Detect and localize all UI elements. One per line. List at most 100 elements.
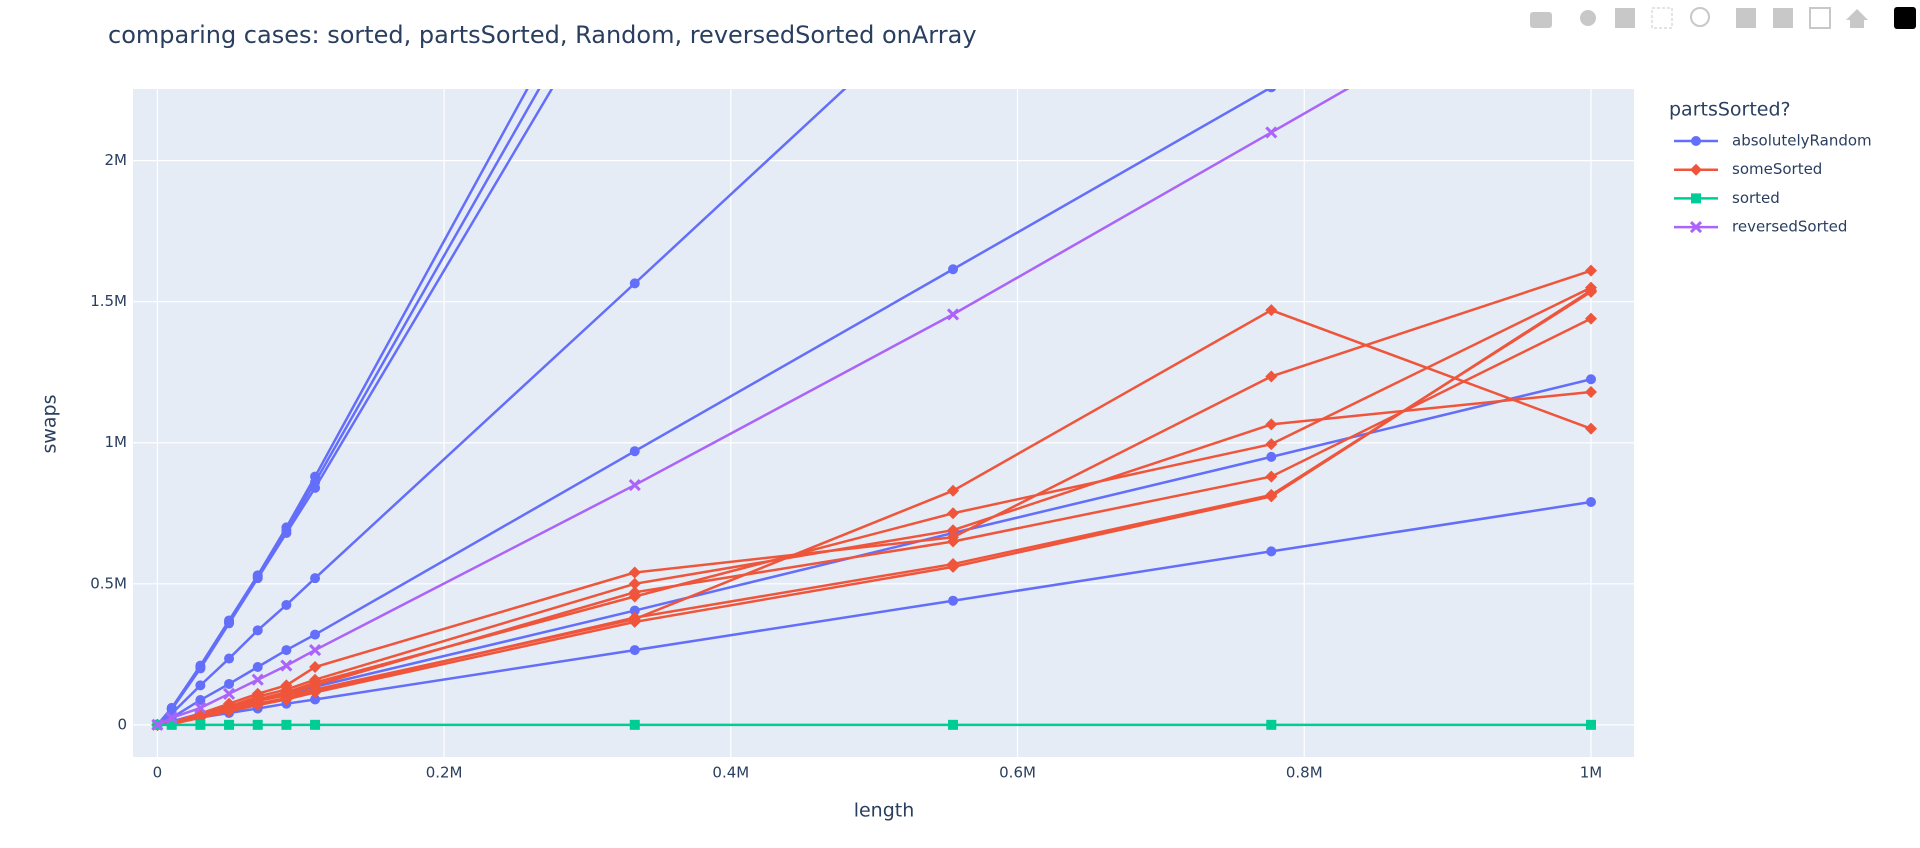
modebar[interactable]	[1530, 7, 1916, 29]
marker	[628, 577, 641, 590]
marker	[948, 719, 959, 730]
marker	[1266, 546, 1277, 557]
marker	[280, 693, 293, 706]
marker	[310, 694, 321, 705]
marker	[629, 605, 640, 616]
marker	[1585, 374, 1596, 385]
marker	[280, 659, 293, 672]
marker	[629, 645, 640, 656]
marker	[629, 719, 640, 730]
marker	[166, 719, 177, 730]
marker	[195, 680, 206, 691]
marker	[1690, 163, 1702, 176]
x-tick-label: 0.2M	[426, 764, 463, 782]
marker	[948, 595, 959, 606]
marker	[947, 535, 960, 548]
marker	[310, 719, 321, 730]
x-tick-label: 0.6M	[999, 764, 1036, 782]
marker	[309, 661, 322, 674]
marker	[224, 678, 235, 689]
marker	[195, 662, 206, 673]
x-tick-label: 0	[153, 764, 163, 782]
marker	[310, 573, 321, 584]
marker	[1265, 418, 1278, 431]
marker	[946, 308, 960, 321]
marker	[310, 477, 321, 488]
marker	[281, 719, 292, 730]
legend-label: someSorted	[1732, 160, 1822, 178]
home-icon[interactable]	[1846, 9, 1868, 28]
x-tick-label: 0.8M	[1286, 764, 1323, 782]
series-line	[156, 89, 541, 726]
marker	[281, 599, 292, 610]
legend-label: absolutelyRandom	[1732, 132, 1872, 150]
marker	[309, 644, 322, 657]
marker	[251, 699, 264, 712]
marker	[165, 711, 178, 724]
marker	[224, 653, 235, 664]
y-tick-label: 0.5M	[90, 574, 127, 592]
marker	[1266, 89, 1276, 93]
zoom-in-icon[interactable]	[1736, 8, 1756, 28]
chart-title: comparing cases: sorted, partsSorted, Ra…	[108, 21, 977, 49]
marker	[947, 524, 960, 537]
marker	[1691, 193, 1701, 204]
marker	[629, 446, 640, 457]
x-tick-label: 1M	[1580, 764, 1603, 782]
x-tick-label: 0.4M	[712, 764, 749, 782]
marker	[1265, 304, 1278, 317]
marker	[194, 701, 207, 714]
legend-label: reversedSorted	[1732, 218, 1847, 236]
y-axis-label: swaps	[39, 394, 61, 453]
marker	[628, 615, 641, 628]
marker	[1265, 126, 1278, 139]
pan-icon[interactable]	[1615, 8, 1635, 28]
marker	[1584, 312, 1597, 325]
y-tick-label: 1M	[105, 433, 128, 451]
y-tick-label: 0	[117, 715, 127, 733]
marker	[251, 673, 264, 686]
camera-icon[interactable]	[1530, 12, 1552, 28]
select-icon[interactable]	[1651, 7, 1673, 29]
plotly-logo[interactable]	[1894, 7, 1916, 29]
legend-title: partsSorted?	[1669, 99, 1791, 121]
marker	[1584, 284, 1597, 297]
marker	[1266, 719, 1277, 730]
marker	[252, 571, 263, 582]
zoom-out-icon[interactable]	[1773, 8, 1793, 28]
legend-label: sorted	[1732, 189, 1780, 207]
marker	[1265, 490, 1278, 503]
marker	[1689, 221, 1703, 234]
marker	[310, 629, 321, 640]
marker	[281, 525, 292, 536]
marker	[1585, 719, 1596, 730]
marker	[628, 479, 641, 492]
marker	[1265, 370, 1278, 383]
marker	[1265, 470, 1278, 483]
marker	[224, 719, 235, 730]
marker	[195, 719, 206, 730]
y-tick-label: 1.5M	[90, 292, 127, 310]
marker	[1585, 496, 1596, 507]
marker	[1266, 451, 1277, 462]
marker	[1584, 385, 1597, 398]
marker	[628, 566, 641, 579]
marker	[252, 625, 263, 636]
marker	[948, 264, 959, 275]
marker	[195, 695, 206, 706]
marker	[629, 278, 640, 289]
lasso-icon[interactable]	[1690, 7, 1710, 27]
autoscale-icon[interactable]	[1809, 7, 1831, 29]
marker	[224, 616, 235, 627]
marker	[222, 687, 236, 700]
x-axis-label: length	[854, 800, 915, 822]
marker	[1584, 422, 1597, 435]
zoom-icon[interactable]	[1580, 10, 1596, 26]
marker	[947, 560, 960, 573]
marker	[309, 686, 322, 699]
marker	[281, 645, 292, 656]
marker	[252, 719, 263, 730]
y-tick-label: 2M	[105, 151, 128, 169]
marker	[151, 718, 164, 731]
